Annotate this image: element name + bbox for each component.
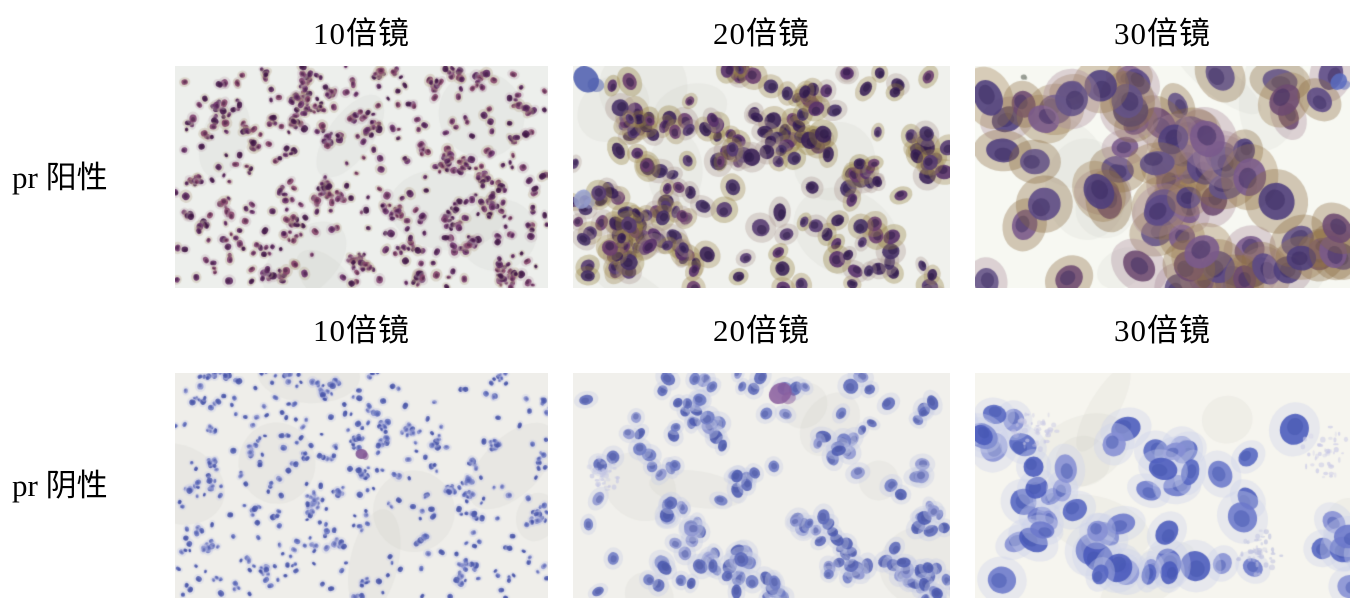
micrograph-pr-positive-30x xyxy=(975,66,1350,288)
column-header-10x-row2: 10倍镜 xyxy=(313,313,410,348)
micrograph-pr-negative-10x xyxy=(175,373,548,598)
column-header-20x-row1: 20倍镜 xyxy=(713,15,810,51)
column-header-20x-row2: 20倍镜 xyxy=(713,313,810,348)
row-label-pr-positive: pr 阳性 xyxy=(12,159,108,195)
column-header-30x-row1: 30倍镜 xyxy=(1114,15,1211,51)
column-header-10x-row1: 10倍镜 xyxy=(313,15,410,51)
row-label-pr-negative: pr 阴性 xyxy=(12,468,108,503)
micrograph-pr-negative-30x xyxy=(975,373,1350,598)
micrograph-pr-negative-20x xyxy=(573,373,950,598)
column-header-30x-row2: 30倍镜 xyxy=(1114,313,1211,348)
micrograph-pr-positive-10x xyxy=(175,66,548,288)
micrograph-pr-positive-20x xyxy=(573,66,950,288)
